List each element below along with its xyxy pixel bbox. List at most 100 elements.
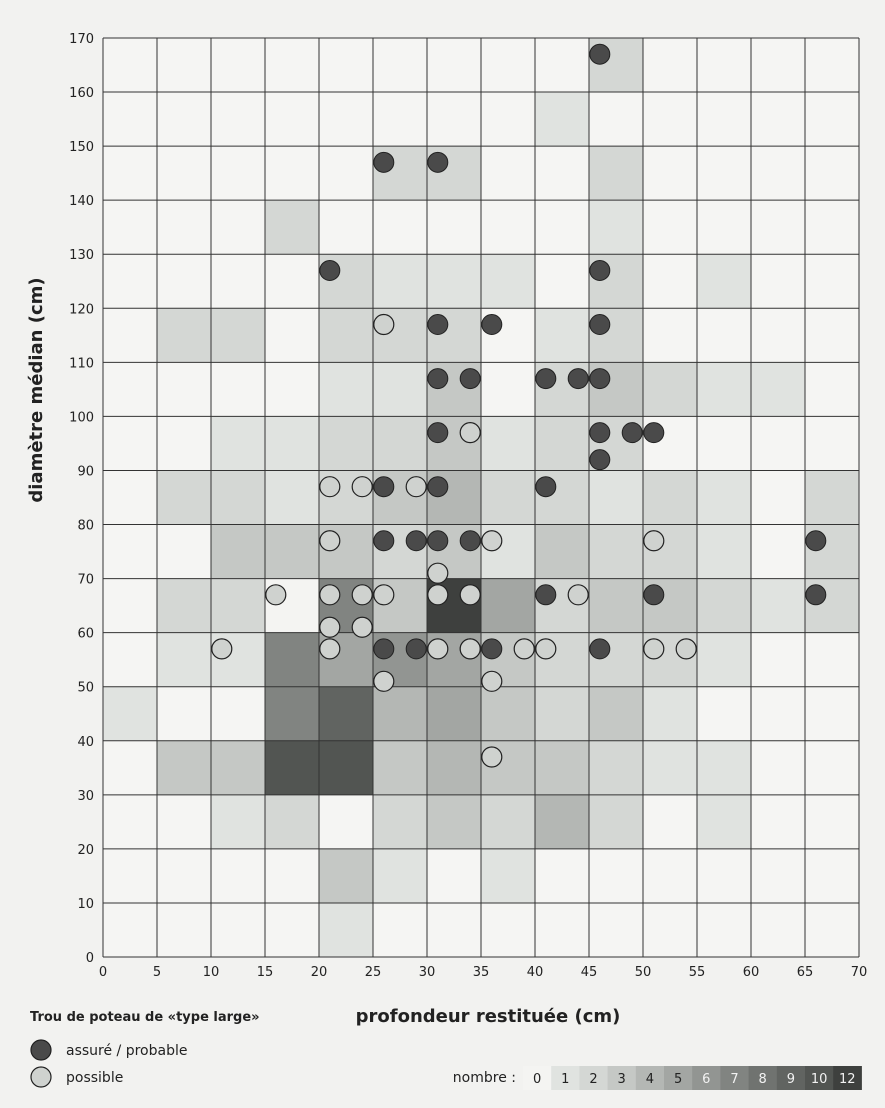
heatmap-cell <box>427 740 481 795</box>
heatmap-cell <box>319 308 373 363</box>
scale-swatch <box>664 1066 693 1090</box>
scale-swatch <box>523 1066 552 1090</box>
marker-assure-probable <box>621 422 643 444</box>
heatmap-cell <box>157 578 211 633</box>
x-tick-label: 35 <box>473 965 490 980</box>
heatmap-cell <box>373 740 427 795</box>
x-tick-label: 65 <box>797 965 814 980</box>
x-tick-label: 40 <box>527 965 544 980</box>
scale-value-label: 3 <box>618 1072 626 1087</box>
heatmap-cell <box>265 200 319 255</box>
y-tick-label: 140 <box>69 194 94 209</box>
heatmap-cell <box>643 740 697 795</box>
y-tick-label: 170 <box>69 32 94 47</box>
heatmap-cell <box>211 578 265 633</box>
legend-title: Trou de poteau de «type large» <box>30 1010 260 1025</box>
heatmap-cell <box>373 254 427 309</box>
heatmap-cell <box>265 686 319 741</box>
marker-possible <box>675 638 697 660</box>
y-tick-label: 10 <box>77 897 94 912</box>
marker-possible <box>373 584 395 606</box>
marker-assure-probable <box>589 422 611 444</box>
legend-open-marker-icon <box>30 1066 52 1088</box>
marker-possible <box>459 584 481 606</box>
color-scale: 0 1 2 3 4 5 6 7 8 9 10 12 <box>523 1066 862 1090</box>
heatmap-cell <box>751 362 805 417</box>
heatmap-cell <box>373 416 427 471</box>
marker-assure-probable <box>427 476 449 498</box>
marker-possible <box>405 476 427 498</box>
heatmap-cell <box>535 740 589 795</box>
heatmap-cell <box>589 146 643 201</box>
marker-assure-probable <box>373 638 395 660</box>
heatmap-cell <box>157 632 211 687</box>
heatmap-cell <box>265 416 319 471</box>
heatmap-cell <box>373 794 427 849</box>
heatmap-cell <box>589 524 643 579</box>
marker-possible <box>319 616 341 638</box>
heatmap-cell <box>265 794 319 849</box>
marker-assure-probable <box>459 368 481 390</box>
heatmap-cell <box>751 578 805 633</box>
heatmap-cell <box>319 902 373 957</box>
heatmap-cell <box>157 308 211 363</box>
marker-possible <box>211 638 233 660</box>
x-tick-label: 20 <box>311 965 328 980</box>
x-tick-label: 60 <box>743 965 760 980</box>
heatmap-cell <box>697 254 751 309</box>
marker-assure-probable <box>643 584 665 606</box>
legend: Trou de poteau de «type large» assuré / … <box>30 1010 862 1090</box>
marker-assure-probable <box>589 638 611 660</box>
scale-value-label: 7 <box>730 1072 738 1087</box>
heatmap-cell <box>481 416 535 471</box>
heatmap-cell <box>373 686 427 741</box>
heatmap-cell <box>643 686 697 741</box>
y-tick-label: 80 <box>77 519 94 534</box>
marker-assure-probable <box>535 368 557 390</box>
scale-value-label: 10 <box>811 1072 828 1087</box>
heatmap-cell <box>265 524 319 579</box>
scale-swatch <box>776 1066 806 1090</box>
heatmap-cell <box>535 794 589 849</box>
marker-assure-probable <box>589 43 611 65</box>
y-tick-label: 150 <box>69 140 94 155</box>
marker-assure-probable <box>481 638 503 660</box>
heatmap-cell <box>535 416 589 471</box>
marker-assure-probable <box>481 314 503 336</box>
marker-possible <box>567 584 589 606</box>
marker-possible <box>351 476 373 498</box>
marker-possible <box>373 670 395 692</box>
marker-assure-probable <box>589 259 611 281</box>
heatmap-cell <box>211 416 265 471</box>
x-tick-label: 30 <box>419 965 436 980</box>
heatmap-cell <box>697 524 751 579</box>
marker-possible <box>643 530 665 552</box>
marker-assure-probable <box>373 476 395 498</box>
grid-lines <box>102 37 860 958</box>
heatmap-cell <box>265 740 319 795</box>
marker-assure-probable <box>405 530 427 552</box>
heatmap-cell <box>535 92 589 147</box>
scale-swatch <box>805 1066 834 1090</box>
x-tick-label: 70 <box>851 965 868 980</box>
marker-assure-probable <box>427 151 449 173</box>
heatmap-cell <box>589 740 643 795</box>
data-markers <box>211 43 827 768</box>
heatmap-cell <box>481 578 535 633</box>
heatmap-cell <box>589 470 643 525</box>
y-tick-label: 130 <box>69 248 94 263</box>
y-tick-label: 100 <box>69 410 94 425</box>
heatmap-cell <box>211 470 265 525</box>
marker-possible <box>427 638 449 660</box>
marker-possible <box>319 530 341 552</box>
scale-value-label: 8 <box>759 1072 767 1087</box>
scale-swatch <box>579 1066 609 1090</box>
y-axis-title: diamètre médian (cm) <box>26 277 47 502</box>
marker-possible <box>373 313 395 336</box>
heatmap-cell <box>697 632 751 687</box>
heatmap-cell <box>427 254 481 309</box>
marker-assure-probable <box>589 314 611 336</box>
marker-possible <box>535 638 557 660</box>
scale-swatch <box>748 1066 778 1090</box>
